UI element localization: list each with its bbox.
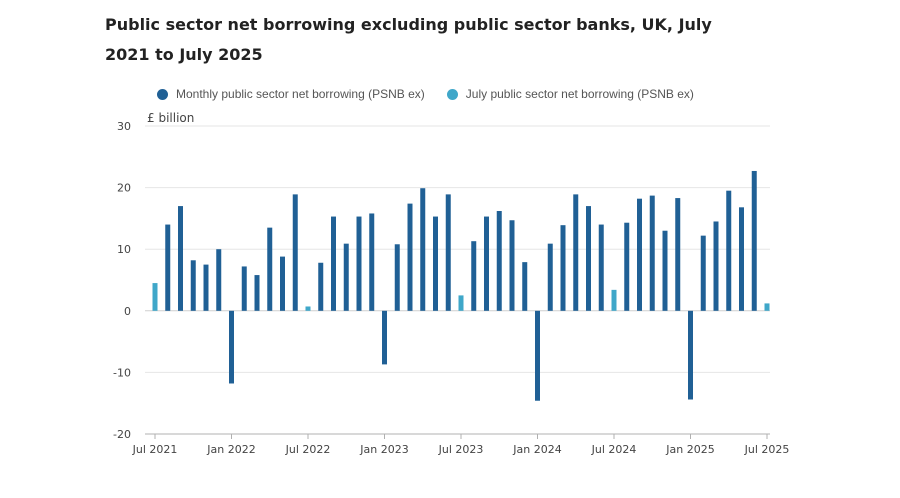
y-tick-label: 20: [117, 182, 131, 195]
bar-monthly[interactable]: [739, 207, 744, 311]
bar-monthly[interactable]: [292, 194, 298, 311]
bar-monthly[interactable]: [420, 188, 426, 311]
x-axis: Jul 2021 Jan 2022 Jul 2022 Jan 2023 Jul 2023…: [132, 433, 790, 456]
bar-monthly[interactable]: [394, 244, 400, 311]
bar-monthly[interactable]: [573, 194, 579, 311]
chart-title: Public sector net borrowing excluding pu…: [105, 15, 712, 64]
bar-monthly[interactable]: [445, 194, 451, 311]
bar-july[interactable]: [764, 303, 770, 311]
bar-monthly[interactable]: [637, 198, 642, 311]
bar-monthly[interactable]: [509, 220, 515, 311]
bar-monthly[interactable]: [178, 206, 183, 311]
x-tick-label: Jul 2021: [132, 443, 178, 456]
y-tick-label: 10: [117, 243, 131, 256]
bar-monthly[interactable]: [356, 216, 362, 311]
bar-monthly[interactable]: [190, 260, 196, 311]
y-axis-unit-label: £ billion: [147, 111, 194, 125]
y-tick-label: 0: [124, 305, 131, 318]
bar-monthly[interactable]: [726, 190, 732, 311]
bar-july[interactable]: [458, 295, 464, 311]
chart-legend: Monthly public sector net borrowing (PSN…: [157, 85, 716, 103]
bar-monthly[interactable]: [751, 170, 757, 311]
x-tick-label: Jul 2023: [438, 443, 484, 456]
bar-monthly[interactable]: [496, 211, 502, 311]
y-axis-ticks: 30 20 10 0 -10 -20: [113, 120, 131, 441]
legend-dot-july-icon: [446, 88, 458, 100]
x-tick-label: Jan 2022: [206, 443, 255, 456]
legend-label-july: July public sector net borrowing (PSNB e…: [465, 87, 694, 101]
bar-july[interactable]: [305, 306, 311, 311]
bar-monthly[interactable]: [203, 264, 209, 311]
bar-monthly[interactable]: [471, 241, 477, 311]
bar-july[interactable]: [611, 289, 617, 311]
bar-monthly[interactable]: [649, 195, 655, 311]
bar-monthly[interactable]: [433, 216, 438, 311]
bar-monthly[interactable]: [241, 266, 247, 311]
bar-monthly[interactable]: [484, 216, 489, 311]
y-tick-label: -10: [113, 366, 131, 379]
x-tick-label: Jan 2025: [665, 443, 714, 456]
legend-item-july[interactable]: July public sector net borrowing (PSNB e…: [446, 87, 694, 101]
bar-monthly[interactable]: [267, 227, 273, 311]
bar-monthly[interactable]: [598, 224, 604, 311]
x-tick-label: Jul 2024: [591, 443, 637, 456]
bar-monthly[interactable]: [675, 198, 681, 311]
bar-monthly[interactable]: [229, 310, 234, 384]
bar-monthly[interactable]: [586, 206, 591, 311]
x-tick-label: Jul 2025: [744, 443, 790, 456]
bar-monthly[interactable]: [713, 221, 719, 311]
bar-monthly[interactable]: [700, 235, 706, 311]
bar-monthly[interactable]: [560, 225, 566, 311]
bar-july[interactable]: [152, 283, 158, 311]
x-tick-label: Jan 2023: [359, 443, 408, 456]
bar-monthly[interactable]: [331, 216, 336, 311]
y-tick-label: -20: [113, 428, 131, 441]
bar-monthly[interactable]: [280, 256, 285, 311]
bar-monthly[interactable]: [535, 310, 540, 401]
bar-monthly[interactable]: [522, 262, 528, 311]
bar-monthly[interactable]: [369, 213, 375, 311]
bar-monthly[interactable]: [318, 262, 324, 311]
bar-monthly[interactable]: [624, 222, 630, 311]
bar-monthly[interactable]: [216, 249, 222, 311]
bar-monthly[interactable]: [407, 203, 413, 311]
bar-monthly[interactable]: [547, 243, 553, 311]
x-tick-label: Jan 2024: [512, 443, 561, 456]
bar-monthly[interactable]: [688, 310, 693, 400]
bar-monthly[interactable]: [343, 243, 349, 311]
y-tick-label: 30: [117, 120, 131, 133]
bar-monthly[interactable]: [254, 275, 260, 311]
bar-monthly[interactable]: [662, 230, 668, 311]
bar-monthly[interactable]: [382, 310, 387, 365]
legend-item-monthly[interactable]: Monthly public sector net borrowing (PSN…: [157, 87, 425, 101]
bar-monthly[interactable]: [165, 224, 171, 311]
legend-dot-monthly-icon: [157, 88, 168, 100]
x-tick-label: Jul 2022: [285, 443, 331, 456]
bars: [152, 170, 770, 401]
legend-label-monthly: Monthly public sector net borrowing (PSN…: [176, 87, 425, 101]
